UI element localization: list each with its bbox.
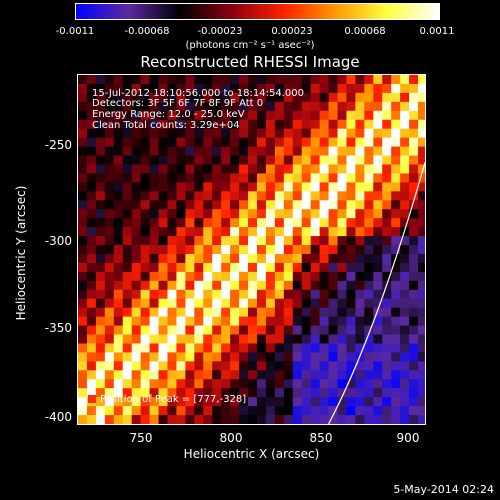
rhessi-image-map (78, 75, 425, 424)
info-detectors: Detectors: 3F 5F 6F 7F 8F 9F Att 0 (92, 98, 264, 109)
image-plot: 15-Jul-2012 18:10:56.000 to 18:14:54.000… (77, 74, 426, 425)
colorbar-tick: -0.00068 (124, 26, 170, 37)
x-tick-label: 750 (129, 431, 153, 445)
colorbar-tick: -0.0011 (55, 26, 95, 37)
colorbar-tick: 0.00023 (271, 26, 313, 37)
y-axis-label: Heliocentric Y (arcsec) (14, 185, 28, 321)
y-tick-label: -400 (44, 410, 72, 424)
colorbar-tick: 0.0011 (419, 26, 455, 37)
timestamp: 5-May-2014 02:24 (393, 483, 494, 496)
info-time: 15-Jul-2012 18:10:56.000 to 18:14:54.000 (92, 88, 304, 99)
colorbar-units: (photons cm⁻² s⁻¹ asec⁻²) (185, 40, 315, 51)
x-tick-label: 850 (309, 431, 333, 445)
colorbar-tick: 0.00068 (344, 26, 386, 37)
info-peak: Position of Peak = [777,-328] (100, 394, 247, 405)
peak-marker (88, 395, 96, 403)
x-tick-label: 900 (396, 431, 420, 445)
plot-title: Reconstructed RHESSI Image (140, 53, 360, 71)
y-tick-label: -250 (44, 138, 72, 152)
colorbar (75, 3, 440, 20)
info-clean: Clean Total counts: 3.29e+04 (92, 120, 240, 131)
y-tick-label: -300 (44, 234, 72, 248)
colorbar-tick: -0.00023 (197, 26, 243, 37)
solar-limb (328, 162, 425, 424)
y-tick-label: -350 (44, 321, 72, 335)
x-tick-label: 800 (219, 431, 243, 445)
info-energy: Energy Range: 12.0 - 25.0 keV (92, 109, 245, 120)
x-axis-label: Heliocentric X (arcsec) (183, 447, 320, 461)
